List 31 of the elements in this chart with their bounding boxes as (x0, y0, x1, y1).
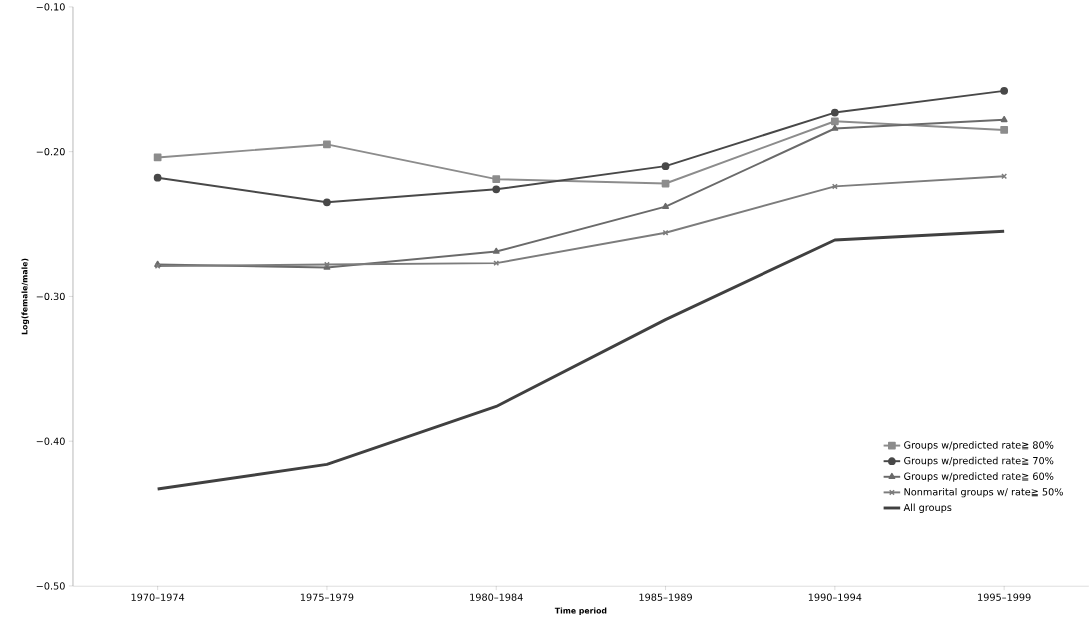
y-tick-label: −0.40 (36, 437, 65, 445)
point (323, 198, 331, 206)
x-tick-label: 1980–1984 (470, 593, 523, 601)
point (661, 162, 670, 170)
point (831, 124, 839, 131)
x-tick-label: 1990–1994 (808, 593, 862, 601)
x-tick-label: 1995–1999 (978, 593, 1031, 601)
x-tick-label: 1985–1989 (639, 593, 692, 601)
point (830, 117, 839, 125)
point (1000, 125, 1009, 134)
point (492, 185, 501, 193)
y-tick-label: −0.50 (36, 582, 65, 590)
point (153, 173, 162, 182)
y-tick-label: −0.20 (36, 147, 65, 156)
legend-label: Nonmarital groups w/ rate≧ 50% (904, 487, 1063, 498)
point (492, 247, 500, 254)
point (830, 108, 839, 117)
x-tick-label: 1975–1979 (300, 593, 354, 601)
legend-label: Groups w/predicted rate≧ 60% (904, 472, 1054, 482)
y-tick-label: −0.30 (36, 292, 65, 300)
point (662, 202, 670, 209)
legend-label: All groups (903, 503, 952, 513)
x-tick-label: 1970–1974 (131, 593, 185, 601)
point (1000, 115, 1008, 122)
y-tick-label: −0.10 (36, 2, 65, 11)
legend-label: Groups w/predicted rate≧ 70% (904, 456, 1054, 466)
point (323, 140, 331, 149)
legend-label: Groups w/predicted rate≧ 80% (904, 440, 1054, 451)
point (492, 175, 501, 183)
point (153, 153, 162, 162)
point (1000, 86, 1009, 95)
